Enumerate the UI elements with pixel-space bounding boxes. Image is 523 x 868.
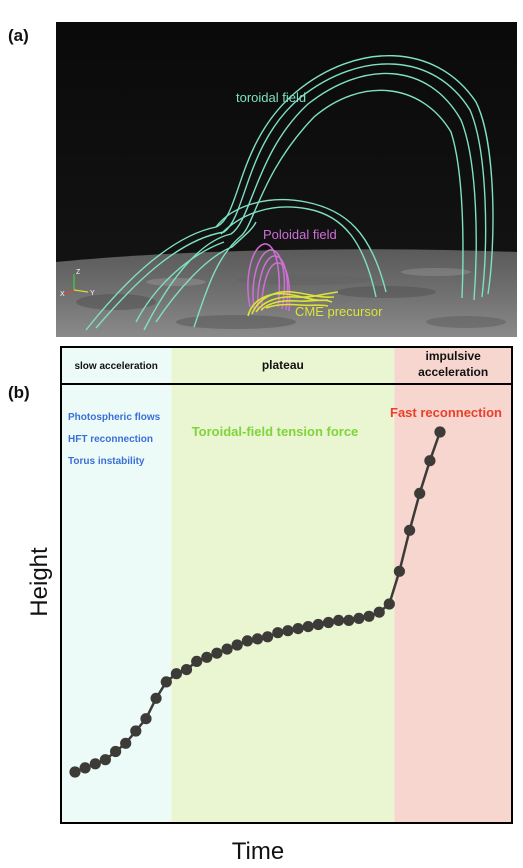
phase-label-impulsive-acceleration: impulsive acceleration (418, 349, 488, 379)
data-point (292, 623, 304, 635)
data-point (404, 524, 416, 536)
phase-header-row: slow acceleration plateau impulsive acceler… (74, 349, 488, 379)
data-point (170, 668, 182, 680)
poloidal-field-label: Poloidal field (263, 227, 337, 242)
mechanism-torus-instability: Torus instability (68, 456, 145, 467)
data-point (302, 621, 314, 633)
mechanism-hft-reconnection: HFT reconnection (68, 434, 153, 445)
data-point (89, 758, 101, 770)
cme-precursor-flux-rope (247, 290, 339, 317)
axis-y-label: Y (90, 290, 95, 297)
slow-mechanisms: Photospheric flows HFT reconnection Toru… (68, 412, 161, 467)
mechanism-photospheric-flows: Photospheric flows (68, 412, 161, 423)
phase-band-plateau (171, 347, 395, 823)
phase-bands (61, 347, 512, 823)
y-axis-label: Height (26, 547, 53, 617)
data-point (434, 426, 446, 438)
data-point (140, 713, 152, 725)
mechanism-toroidal-tension: Toroidal-field tension force (192, 424, 359, 439)
data-point (69, 766, 81, 778)
data-point (110, 745, 122, 758)
phase-band-slow (61, 347, 172, 823)
data-point (424, 455, 436, 467)
data-point (180, 664, 193, 676)
data-point (160, 676, 172, 688)
data-point (79, 762, 91, 774)
photosphere-surface (56, 249, 517, 337)
data-point (393, 565, 405, 577)
panel-b-label: (b) (8, 383, 30, 402)
data-point (353, 612, 365, 624)
panel-a-label: (a) (8, 26, 29, 45)
height-time-curve (69, 426, 446, 778)
toroidal-field-label: toroidal field (236, 90, 306, 105)
height-time-diagram: slow acceleration plateau impulsive acceler… (26, 346, 513, 865)
data-point (272, 627, 284, 639)
data-point (221, 643, 233, 655)
data-point (282, 625, 294, 637)
data-point (201, 651, 213, 663)
poloidal-field-lines (247, 243, 291, 312)
axis-triad: Z X Y (60, 269, 95, 298)
mechanism-fast-reconnection: Fast reconnection (390, 405, 502, 420)
data-point (262, 631, 274, 643)
data-point (99, 754, 111, 766)
x-axis-label: Time (232, 838, 284, 865)
data-point (363, 610, 375, 622)
data-point (231, 639, 243, 651)
data-point (251, 633, 264, 645)
data-point (241, 635, 253, 647)
data-point (211, 647, 223, 659)
phase-label-plateau: plateau (262, 358, 304, 372)
data-point (150, 692, 162, 704)
axis-z-label: Z (76, 269, 81, 276)
simulation-render: Z X Y toroidal field Poloidal field CME … (56, 22, 517, 337)
cme-precursor-label: CME precursor (295, 304, 383, 319)
data-point (130, 725, 142, 737)
data-point (373, 606, 385, 618)
plot-frame (60, 346, 513, 824)
data-point (120, 737, 132, 749)
data-point (191, 655, 203, 667)
data-point (383, 598, 395, 610)
phase-label-slow-acceleration: slow acceleration (74, 361, 157, 372)
data-point (312, 618, 324, 631)
data-point (333, 614, 345, 626)
toroidal-field-lines (85, 55, 494, 331)
data-point (322, 616, 335, 629)
axis-x-label: X (60, 291, 65, 298)
phase-band-impulsive (394, 347, 512, 823)
data-point (343, 614, 355, 626)
data-point (414, 487, 426, 499)
